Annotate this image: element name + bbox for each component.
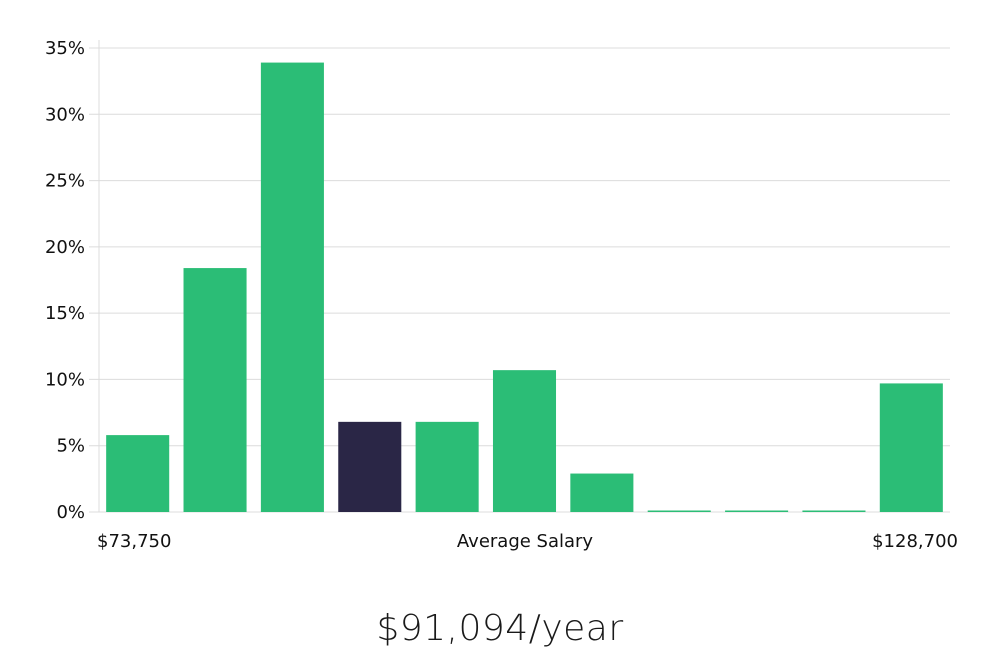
bar [802, 510, 866, 512]
bar [725, 510, 789, 512]
y-tick-label: 0% [56, 502, 85, 523]
bar [570, 473, 634, 512]
bar [183, 268, 247, 512]
y-tick-label: 35% [45, 38, 85, 59]
bar [879, 383, 943, 512]
bar [260, 62, 324, 512]
x-axis-label: Average Salary [457, 531, 594, 552]
y-tick-label: 30% [45, 104, 85, 125]
bars [106, 62, 943, 512]
bar [647, 510, 711, 512]
y-tick-label: 25% [45, 171, 85, 192]
average-salary-value: $91,094/year [376, 608, 624, 649]
bar [106, 435, 170, 512]
y-tick-label: 15% [45, 303, 85, 324]
y-tick-label: 10% [45, 369, 85, 390]
salary-histogram: 0% 5% 10% 15% 20% 25% 30% 35% $73,750 Average S… [45, 38, 958, 552]
bar-highlighted [338, 421, 402, 512]
x-max-label: $128,700 [872, 531, 958, 552]
y-axis-ticks: 0% 5% 10% 15% 20% 25% 30% 35% [45, 38, 85, 523]
bar [492, 370, 557, 512]
x-min-label: $73,750 [97, 531, 171, 552]
y-tick-label: 5% [56, 436, 85, 457]
y-tick-label: 20% [45, 237, 85, 258]
bar [415, 421, 479, 512]
